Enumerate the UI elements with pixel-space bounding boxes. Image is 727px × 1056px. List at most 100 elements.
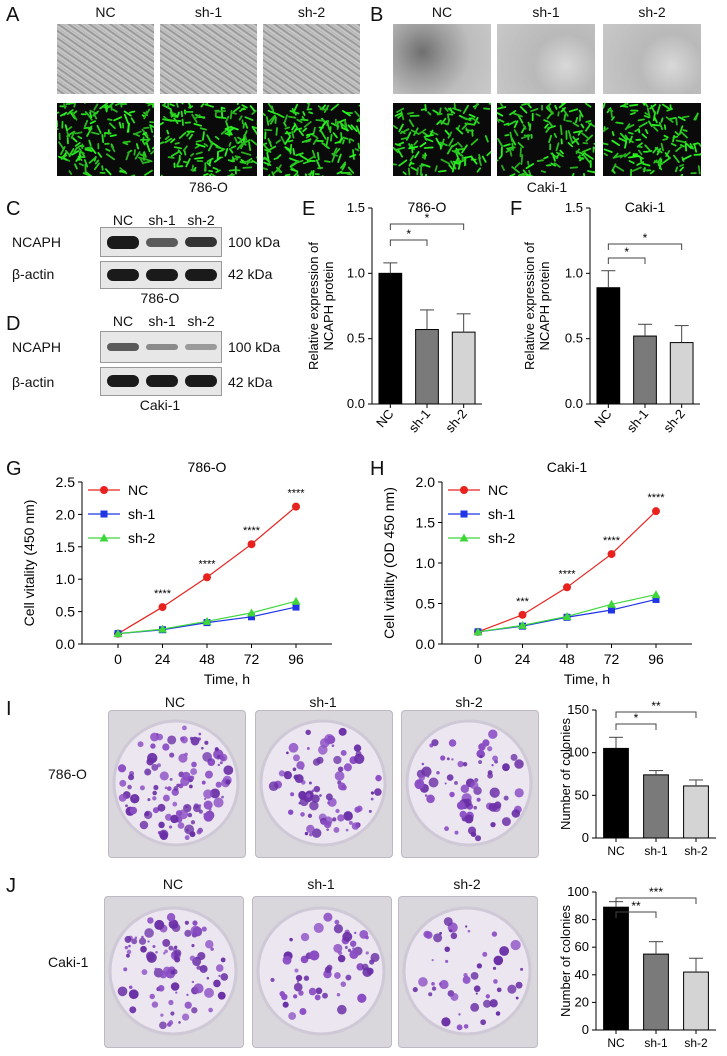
colony: [154, 967, 158, 971]
cell-mark: [178, 131, 187, 139]
cell-mark: [84, 111, 90, 116]
colony: [349, 940, 357, 947]
point-NC: [518, 610, 527, 619]
cell-mark: [342, 136, 349, 140]
colony: [160, 1013, 164, 1017]
cell-mark: [559, 149, 564, 155]
cell-mark: [509, 150, 513, 157]
colony: [431, 739, 439, 747]
cell-mark: [305, 135, 311, 139]
colony: [189, 955, 196, 961]
colony: [163, 966, 172, 975]
colony: [444, 946, 450, 952]
d-blot-ncaph: [100, 331, 222, 363]
cell-mark: [275, 139, 281, 144]
cell-mark: [71, 150, 80, 156]
colony: [470, 781, 479, 790]
colony: [444, 826, 449, 832]
colony: [157, 985, 165, 992]
cell-mark: [396, 107, 405, 114]
cell-mark: [473, 118, 480, 125]
cell-mark: [692, 142, 699, 146]
cell-mark: [581, 147, 592, 153]
cell-mark: [74, 142, 81, 147]
colony: [182, 725, 187, 731]
colony: [423, 930, 431, 938]
colony: [213, 797, 224, 808]
colony: [174, 956, 181, 963]
colony: [162, 743, 170, 751]
x-tick-label: sh-1: [624, 406, 652, 435]
point-sh-1: [248, 613, 255, 621]
colony: [490, 821, 496, 828]
colony: [170, 982, 180, 991]
cell-mark: [349, 154, 357, 158]
cell-mark: [218, 149, 224, 153]
cell-mark: [607, 108, 614, 113]
cell-mark: [592, 146, 595, 150]
cell-mark: [347, 166, 355, 174]
colony: [306, 793, 311, 798]
cell-mark: [237, 136, 243, 141]
colony: [308, 987, 317, 996]
c-band-actin-sh2: [185, 269, 217, 281]
cell-mark: [101, 134, 105, 143]
colony: [456, 1024, 463, 1031]
y-tick-label: 0: [582, 1022, 589, 1037]
colony: [169, 777, 173, 781]
colony: [340, 981, 347, 987]
legend-marker: [99, 533, 109, 542]
x-tick-label: 96: [288, 651, 304, 667]
cell-mark: [249, 105, 256, 112]
cell-mark: [93, 162, 100, 171]
panel-label-i: I: [6, 698, 12, 720]
i-dish-nc: [112, 719, 240, 847]
colony: [164, 786, 168, 790]
cell-mark: [658, 122, 664, 131]
legend-label: sh-2: [488, 530, 515, 546]
legend-marker: [460, 486, 468, 494]
cell-mark: [554, 104, 558, 110]
chart-title: Caki-1: [625, 199, 666, 215]
cell-mark: [410, 129, 420, 135]
cell-mark: [545, 103, 552, 109]
colony: [333, 943, 343, 953]
colony: [191, 980, 195, 984]
cell-mark: [66, 131, 75, 138]
cell-mark: [558, 103, 567, 109]
colony: [308, 781, 312, 785]
cell-mark: [241, 104, 248, 109]
cell-mark: [527, 160, 530, 166]
cell-mark: [128, 110, 136, 114]
y-tick-label: 0: [582, 830, 589, 845]
cell-mark: [182, 145, 188, 152]
cell-mark: [393, 125, 398, 130]
colony: [215, 781, 222, 788]
cell-mark: [337, 153, 342, 163]
cell-mark: [192, 166, 197, 172]
b-brightfield-nc: [393, 24, 491, 94]
colony: [300, 812, 305, 817]
colony: [124, 935, 132, 943]
colony: [210, 947, 214, 951]
cell-mark: [644, 129, 649, 135]
colony: [296, 761, 305, 770]
d-lane-nc: NC: [112, 313, 134, 329]
cell-mark: [291, 131, 295, 139]
cell-mark: [438, 120, 448, 126]
colony: [215, 964, 224, 972]
cell-mark: [101, 165, 104, 171]
cell-mark: [628, 135, 633, 144]
cell-mark: [190, 152, 195, 157]
cell-mark: [284, 136, 291, 145]
chart-j: 0 20 40 60 80 100 Number of colonies NC sh-1 sh-2…: [558, 884, 716, 1050]
colony: [334, 919, 340, 925]
colony: [190, 736, 200, 746]
c-blot-actin: [100, 261, 222, 289]
cell-mark: [169, 111, 177, 118]
cell-mark: [160, 121, 164, 126]
cell-mark: [230, 145, 237, 149]
colony: [445, 959, 449, 963]
cell-mark: [451, 163, 456, 173]
